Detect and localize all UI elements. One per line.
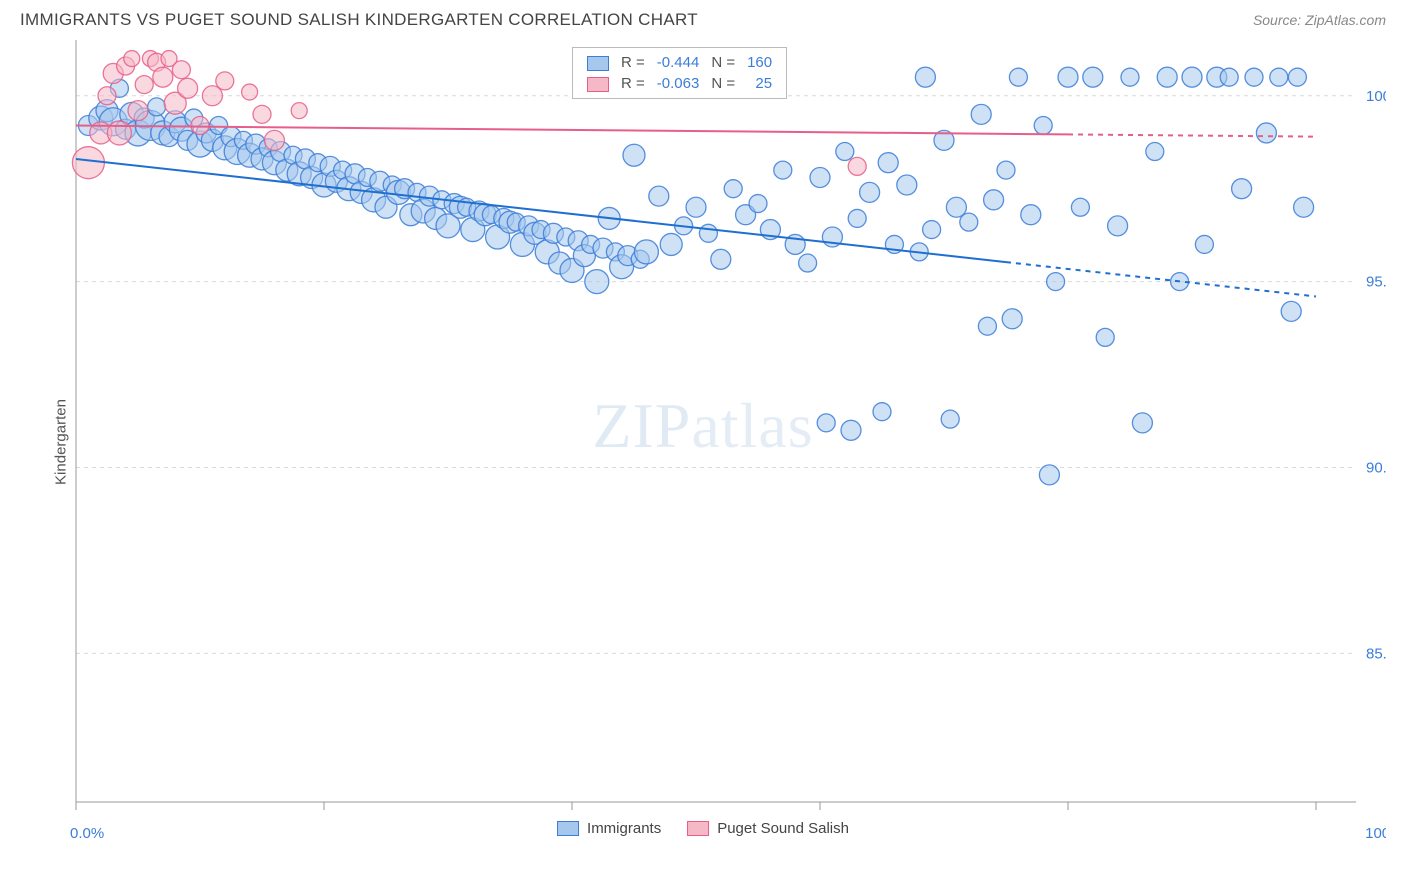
svg-text:100.0%: 100.0% bbox=[1365, 825, 1386, 842]
chart-source: Source: ZipAtlas.com bbox=[1253, 12, 1386, 28]
svg-text:95.0%: 95.0% bbox=[1366, 274, 1386, 291]
svg-text:0.0%: 0.0% bbox=[70, 825, 104, 842]
scatter-chart: 85.0% 90.0% 95.0% 100.0% 0.0% 100.0% bbox=[20, 36, 1386, 848]
chart-title: IMMIGRANTS VS PUGET SOUND SALISH KINDERG… bbox=[20, 10, 698, 30]
y-axis-label: Kindergarten bbox=[52, 399, 69, 485]
correlation-legend: R =-0.444 N =160 R =-0.063 N =25 bbox=[572, 47, 787, 99]
series-legend: ImmigrantsPuget Sound Salish bbox=[557, 820, 849, 837]
svg-text:85.0%: 85.0% bbox=[1366, 645, 1386, 662]
svg-text:90.0%: 90.0% bbox=[1366, 459, 1386, 476]
svg-text:100.0%: 100.0% bbox=[1366, 88, 1386, 105]
chart-area: Kindergarten ZIPatlas 85.0%90.0%95.0%100… bbox=[20, 36, 1386, 848]
